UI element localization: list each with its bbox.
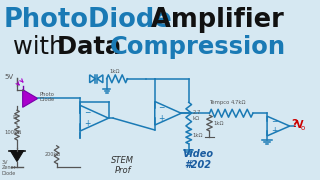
Text: 4.7kΩ: 4.7kΩ — [231, 100, 247, 105]
Text: 2.7
kΩ: 2.7 kΩ — [193, 110, 201, 121]
Text: 3V
Zener
Diode: 3V Zener Diode — [2, 159, 17, 176]
Text: with: with — [13, 35, 72, 59]
Text: o: o — [301, 125, 305, 131]
Text: +: + — [158, 114, 165, 123]
Text: 100kΩ: 100kΩ — [5, 130, 22, 135]
Text: +: + — [84, 119, 90, 128]
Text: ?: ? — [292, 119, 298, 129]
Text: PhotoDiode: PhotoDiode — [4, 7, 172, 33]
Polygon shape — [10, 151, 24, 161]
Text: −: − — [84, 108, 90, 117]
Text: Video
#202: Video #202 — [183, 149, 214, 170]
Text: 200kΩ: 200kΩ — [44, 152, 60, 157]
Text: 1kΩ: 1kΩ — [213, 121, 224, 126]
Text: −: − — [158, 103, 165, 112]
Text: R: R — [12, 115, 17, 120]
Text: +: + — [271, 126, 277, 135]
Text: −: − — [271, 117, 277, 126]
Text: Compression: Compression — [109, 35, 285, 59]
Text: Data: Data — [57, 35, 129, 59]
Text: STEM
Prof: STEM Prof — [111, 156, 134, 175]
Text: Amplifier: Amplifier — [141, 7, 283, 33]
Text: 1kΩ: 1kΩ — [109, 69, 120, 74]
Text: 5V: 5V — [5, 74, 14, 80]
Text: Photo
Diode: Photo Diode — [40, 92, 55, 102]
Polygon shape — [23, 90, 38, 107]
Text: 1kΩ: 1kΩ — [193, 133, 203, 138]
Text: V: V — [296, 120, 304, 130]
Text: Tempco: Tempco — [211, 100, 231, 105]
